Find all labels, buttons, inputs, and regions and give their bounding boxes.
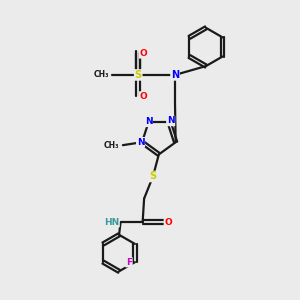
Text: O: O	[164, 218, 172, 226]
Text: CH₃: CH₃	[93, 70, 109, 80]
Text: HN: HN	[104, 218, 119, 226]
Text: N: N	[171, 70, 179, 80]
Text: CH₃: CH₃	[104, 141, 119, 150]
Text: O: O	[140, 49, 147, 58]
Text: F: F	[126, 258, 132, 267]
Text: N: N	[145, 117, 152, 126]
Text: S: S	[135, 70, 142, 80]
Text: O: O	[140, 92, 147, 101]
Text: N: N	[167, 116, 175, 125]
Text: N: N	[137, 138, 144, 147]
Text: S: S	[149, 172, 157, 182]
